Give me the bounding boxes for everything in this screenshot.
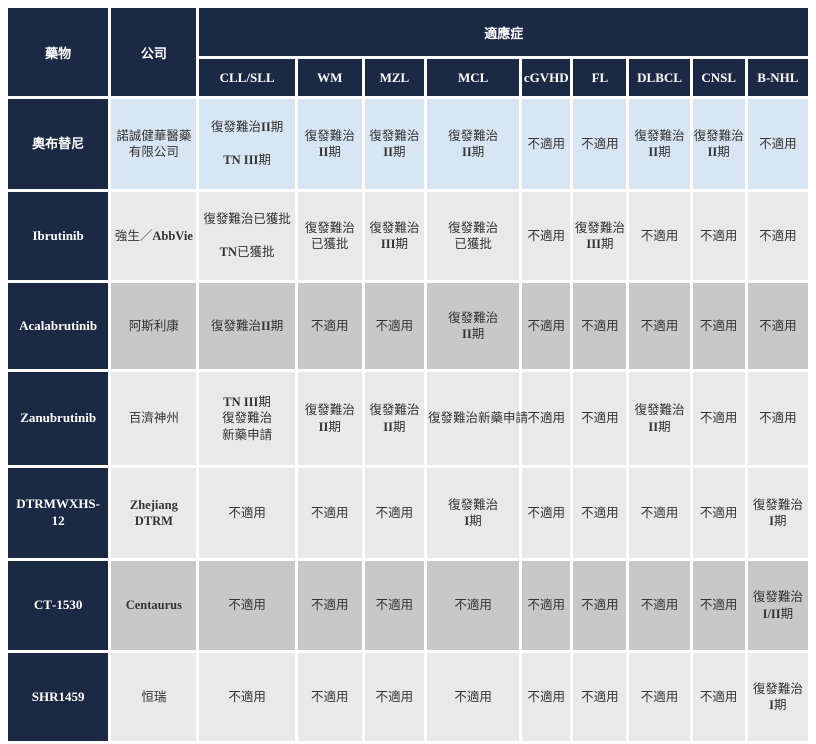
drug-name-cell: SHR1459 xyxy=(8,653,109,741)
indication-cell-fl: 復發難治 III期 xyxy=(573,192,627,280)
company-cell: 恒瑞 xyxy=(111,653,197,741)
drug-name-cell: 奧布替尼 xyxy=(8,99,109,189)
indications-group-header: 適應症 xyxy=(199,8,808,56)
table-row: 奧布替尼 諾誠健華醫藥 有限公司 復發難治II期 TN III期 復發難治 II期 復發… xyxy=(8,99,808,189)
indication-cell-b-nhl: 復發難治 I/II期 xyxy=(747,561,808,650)
indication-cell-dlbcl: 不適用 xyxy=(629,561,690,650)
table-row: Ibrutinib 強生／AbbVie 復發難治已獲批 TN已獲批 復發難治 已獲批復… xyxy=(8,192,808,280)
column-header-cgvhd: cGVHD xyxy=(522,59,571,96)
indication-cell-cll-sll: 不適用 xyxy=(199,653,295,741)
indication-cell-mzl: 不適用 xyxy=(364,561,424,650)
drug-name-cell: CT-1530 xyxy=(8,561,109,650)
company-cell: 阿斯利康 xyxy=(111,283,197,369)
indication-cell-cll-sll: 不適用 xyxy=(199,561,295,650)
indication-cell-dlbcl: 復發難治 II期 xyxy=(629,372,690,465)
table-row: Zanubrutinib 百濟神州 TN III期 復發難治 新藥申請 復發難治 II… xyxy=(8,372,808,465)
indication-cell-fl: 不適用 xyxy=(573,468,627,558)
indication-cell-cll-sll: 復發難治II期 TN III期 xyxy=(199,99,295,189)
drug-name-cell: Ibrutinib xyxy=(8,192,109,280)
indication-cell-wm: 復發難治 II期 xyxy=(297,372,362,465)
indication-cell-cll-sll: 復發難治II期 xyxy=(199,283,295,369)
drug-column-header: 藥物 xyxy=(8,8,109,96)
indication-cell-wm: 不適用 xyxy=(297,283,362,369)
indication-cell-dlbcl: 復發難治 II期 xyxy=(629,99,690,189)
indication-cell-mcl: 不適用 xyxy=(427,561,520,650)
indication-cell-cnsl: 不適用 xyxy=(692,468,745,558)
indication-cell-cnsl: 不適用 xyxy=(692,561,745,650)
indication-cell-dlbcl: 不適用 xyxy=(629,283,690,369)
indication-cell-mzl: 不適用 xyxy=(364,283,424,369)
column-header-b-nhl: B-NHL xyxy=(747,59,808,96)
indication-cell-cgvhd: 不適用 xyxy=(522,99,571,189)
indication-cell-wm: 復發難治 已獲批 xyxy=(297,192,362,280)
indication-cell-b-nhl: 不適用 xyxy=(747,192,808,280)
indication-cell-cgvhd: 不適用 xyxy=(522,283,571,369)
column-header-dlbcl: DLBCL xyxy=(629,59,690,96)
company-cell: Centaurus xyxy=(111,561,197,650)
indication-cell-cnsl: 不適用 xyxy=(692,372,745,465)
column-header-cnsl: CNSL xyxy=(692,59,745,96)
indication-cell-cnsl: 不適用 xyxy=(692,283,745,369)
indication-cell-fl: 不適用 xyxy=(573,653,627,741)
indication-cell-b-nhl: 復發難治 I期 xyxy=(747,468,808,558)
table-row: CT-1530 Centaurus 不適用 不適用 不適用 不適用 不適用 不適用 不適用 不適用… xyxy=(8,561,808,650)
indication-cell-cnsl: 不適用 xyxy=(692,653,745,741)
indication-subheader-row: CLL/SLL WM MZL MCL cGVHD FL DLBCL CNSL B-NHL xyxy=(8,59,808,96)
indication-cell-cgvhd: 不適用 xyxy=(522,468,571,558)
indication-cell-dlbcl: 不適用 xyxy=(629,468,690,558)
column-header-mzl: MZL xyxy=(364,59,424,96)
company-cell: Zhejiang DTRM xyxy=(111,468,197,558)
indication-cell-b-nhl: 不適用 xyxy=(747,372,808,465)
company-cell: 百濟神州 xyxy=(111,372,197,465)
table-row: Acalabrutinib 阿斯利康 復發難治II期 不適用 不適用 復發難治 II期 不適… xyxy=(8,283,808,369)
indication-cell-mcl: 復發難治 已獲批 xyxy=(427,192,520,280)
indication-cell-mcl: 復發難治新藥申請 xyxy=(427,372,528,465)
indication-cell-cll-sll: TN III期 復發難治 新藥申請 xyxy=(199,372,295,465)
drug-name-cell: Zanubrutinib xyxy=(8,372,109,465)
column-header-wm: WM xyxy=(297,59,362,96)
indication-cell-mcl: 不適用 xyxy=(427,653,520,741)
indication-cell-cgvhd: 不適用 xyxy=(522,192,571,280)
company-cell: 強生／AbbVie xyxy=(111,192,197,280)
indication-cell-mzl: 復發難治 III期 xyxy=(364,192,424,280)
indication-cell-cnsl: 不適用 xyxy=(692,192,745,280)
indication-cell-mcl: 復發難治 II期 xyxy=(427,99,520,189)
indication-cell-wm: 不適用 xyxy=(297,653,362,741)
indication-cell-mzl: 不適用 xyxy=(364,653,424,741)
indication-cell-b-nhl: 不適用 xyxy=(747,99,808,189)
column-header-cll-sll: CLL/SLL xyxy=(199,59,295,96)
table-body: 奧布替尼 諾誠健華醫藥 有限公司 復發難治II期 TN III期 復發難治 II期 復發… xyxy=(8,99,808,741)
indication-cell-fl: 不適用 xyxy=(573,99,627,189)
drug-indications-table: 藥物 公司 適應症 CLL/SLL WM MZL MCL cGVHD FL DLBCL CNS… xyxy=(5,5,811,744)
indication-cell-b-nhl: 復發難治 I期 xyxy=(747,653,808,741)
indication-cell-dlbcl: 不適用 xyxy=(629,192,690,280)
indication-cell-fl: 不適用 xyxy=(573,283,627,369)
indication-cell-dlbcl: 不適用 xyxy=(629,653,690,741)
indication-cell-b-nhl: 不適用 xyxy=(747,283,808,369)
indication-cell-cll-sll: 不適用 xyxy=(199,468,295,558)
indication-cell-mcl: 復發難治 II期 xyxy=(427,283,520,369)
column-header-mcl: MCL xyxy=(427,59,520,96)
drug-name-cell: DTRMWXHS- 12 xyxy=(8,468,109,558)
indication-cell-fl: 不適用 xyxy=(573,372,627,465)
indication-cell-mzl: 復發難治 II期 xyxy=(364,372,424,465)
indication-cell-cgvhd: 不適用 xyxy=(522,653,571,741)
indication-cell-wm: 不適用 xyxy=(297,468,362,558)
column-header-fl: FL xyxy=(573,59,627,96)
indication-cell-mzl: 復發難治 II期 xyxy=(364,99,424,189)
company-column-header: 公司 xyxy=(111,8,197,96)
indication-cell-mcl: 復發難治 I期 xyxy=(427,468,520,558)
drug-name-cell: Acalabrutinib xyxy=(8,283,109,369)
indication-cell-cgvhd: 不適用 xyxy=(522,561,571,650)
table-row: DTRMWXHS- 12 Zhejiang DTRM 不適用 不適用 不適用 復發難治 I… xyxy=(8,468,808,558)
indication-cell-cnsl: 復發難治 II期 xyxy=(692,99,745,189)
indication-cell-wm: 復發難治 II期 xyxy=(297,99,362,189)
company-cell: 諾誠健華醫藥 有限公司 xyxy=(111,99,197,189)
indication-cell-cll-sll: 復發難治已獲批 TN已獲批 xyxy=(199,192,295,280)
indication-cell-fl: 不適用 xyxy=(573,561,627,650)
indication-cell-cgvhd: 不適用 xyxy=(522,372,571,465)
indication-cell-wm: 不適用 xyxy=(297,561,362,650)
indication-cell-mzl: 不適用 xyxy=(364,468,424,558)
table-row: SHR1459 恒瑞 不適用 不適用 不適用 不適用 不適用 不適用 不適用 不適用 復發難治 I期 xyxy=(8,653,808,741)
